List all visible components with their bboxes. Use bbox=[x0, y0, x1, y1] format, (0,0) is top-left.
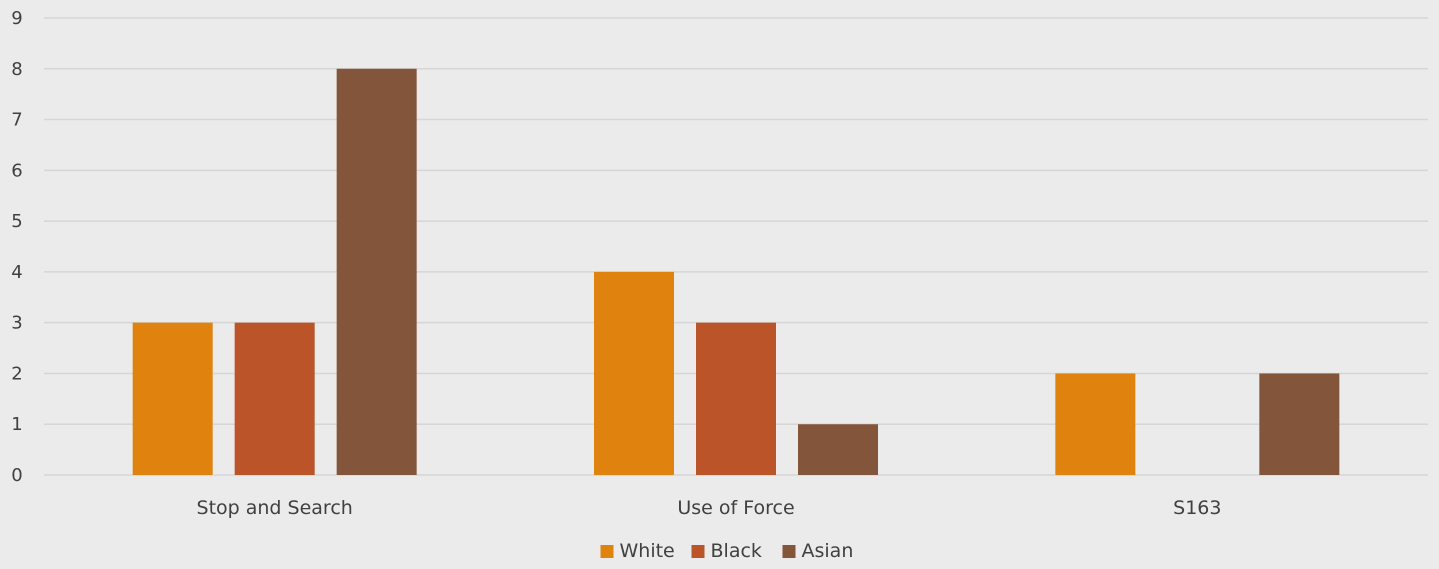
legend-label-black: Black bbox=[711, 540, 762, 562]
x-category-label: Stop and Search bbox=[197, 497, 353, 519]
y-tick-label: 7 bbox=[11, 110, 22, 131]
bar-white-2 bbox=[594, 271, 674, 475]
x-category-label: S163 bbox=[1173, 497, 1221, 519]
y-axis: 0 1 2 3 4 5 6 7 8 9 bbox=[11, 8, 22, 486]
bar-asian-2 bbox=[798, 424, 878, 475]
legend-swatch-asian bbox=[782, 545, 796, 558]
legend-swatch-white bbox=[600, 545, 614, 558]
y-tick-label: 0 bbox=[11, 465, 22, 486]
y-tick-label: 5 bbox=[11, 211, 22, 232]
x-axis: Stop and Search Use of Force S163 bbox=[197, 497, 1222, 519]
bar-black-1 bbox=[234, 322, 315, 475]
legend-label-white: White bbox=[620, 540, 675, 562]
bar-white-3 bbox=[1055, 373, 1136, 475]
x-category-label: Use of Force bbox=[677, 497, 794, 519]
y-tick-label: 4 bbox=[11, 262, 22, 283]
bars bbox=[132, 68, 1340, 476]
y-tick-label: 8 bbox=[11, 59, 22, 80]
legend: White Black Asian bbox=[600, 540, 854, 562]
legend-label-asian: Asian bbox=[802, 540, 854, 562]
y-tick-label: 3 bbox=[11, 313, 22, 334]
y-tick-label: 2 bbox=[11, 363, 22, 384]
legend-swatch-black bbox=[691, 545, 705, 558]
y-tick-label: 6 bbox=[11, 160, 22, 181]
bar-asian-1 bbox=[336, 68, 417, 476]
bar-black-2 bbox=[696, 322, 776, 475]
bar-asian-3 bbox=[1259, 373, 1340, 475]
bar-white-1 bbox=[132, 322, 213, 475]
y-tick-label: 9 bbox=[11, 8, 22, 29]
y-tick-label: 1 bbox=[11, 414, 22, 435]
